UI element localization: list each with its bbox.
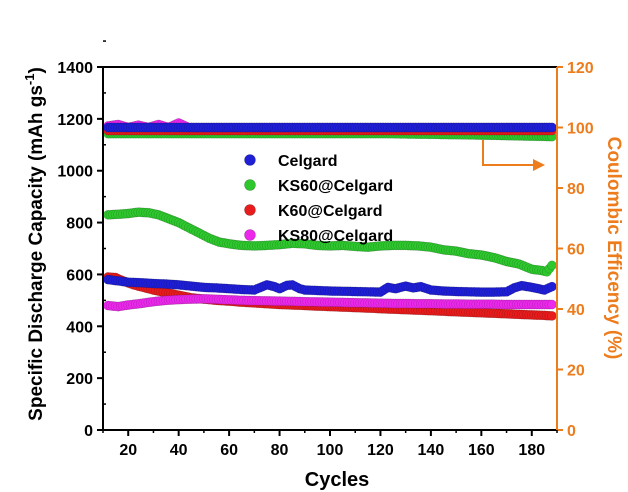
- y-axis-left-label-main: Specific Discharge Capacity (mAh gs: [26, 85, 47, 421]
- legend-label-k60-celgard: K60@Celgard: [278, 203, 383, 220]
- efficiency-point-celgard: [547, 122, 557, 133]
- y-left-tick-label: 200: [66, 371, 93, 388]
- y-right-tick-label: 100: [567, 121, 594, 138]
- y-left-tick-label: 800: [66, 216, 93, 233]
- legend-marker-ks60-celgard: [244, 179, 256, 191]
- legend-marker-ks80-celgard: [244, 229, 256, 241]
- y-right-tick-label: 0: [567, 423, 576, 440]
- x-tick-label: 160: [468, 442, 495, 459]
- x-tick-label: 60: [220, 442, 238, 459]
- x-tick-label: 20: [119, 442, 137, 459]
- y-left-tick-label: 1400: [57, 60, 93, 77]
- y-left-tick-label: 0: [84, 423, 93, 440]
- y-left-tick-label: 1200: [57, 112, 93, 129]
- y-axis-left-label-close: ): [26, 67, 47, 73]
- x-tick-label: 40: [170, 442, 188, 459]
- y-right-tick-label: 60: [567, 242, 585, 259]
- x-tick-label: 120: [367, 442, 394, 459]
- legend: Celgard KS60@Celgard K60@Celgard KS80@Celga…: [244, 153, 393, 245]
- y-right-tick-label: 120: [567, 60, 594, 77]
- x-tick-label: 140: [418, 442, 445, 459]
- plot-area: [103, 118, 557, 321]
- capacity-point-celgard: [547, 281, 557, 292]
- y-left-tick-label: 400: [66, 319, 93, 336]
- capacity-point-ks80-celgard: [547, 299, 557, 310]
- capacity-point-k60-celgard: [547, 311, 557, 321]
- y-right-tick-label: 20: [567, 363, 585, 380]
- right-axis-pointer-arrowhead: [533, 159, 545, 171]
- legend-label-celgard: Celgard: [278, 153, 338, 170]
- x-tick-label: 180: [518, 442, 545, 459]
- x-axis-label: Cycles: [305, 469, 370, 491]
- capacity-point-ks60-celgard: [547, 260, 557, 271]
- y-axis-left-label-sup: -1: [22, 73, 37, 85]
- y-right-tick-label: 40: [567, 302, 585, 319]
- legend-label-ks80-celgard: KS80@Celgard: [278, 228, 393, 245]
- y-left-tick-label: 1000: [57, 164, 93, 181]
- legend-label-ks60-celgard: KS60@Celgard: [278, 178, 393, 195]
- legend-marker-k60-celgard: [244, 204, 256, 216]
- x-tick-label: 80: [271, 442, 289, 459]
- y-axis-left-label: Specific Discharge Capacity (mAh gs-1): [22, 67, 47, 421]
- y-left-tick-label: 600: [66, 267, 93, 284]
- right-axis-pointer-arrow: [482, 140, 537, 166]
- y-right-tick-label: 80: [567, 181, 585, 198]
- y-axis-right-label: Coulombic Efficency (%): [603, 137, 624, 360]
- legend-marker-celgard: [244, 154, 256, 166]
- x-tick-label: 100: [317, 442, 344, 459]
